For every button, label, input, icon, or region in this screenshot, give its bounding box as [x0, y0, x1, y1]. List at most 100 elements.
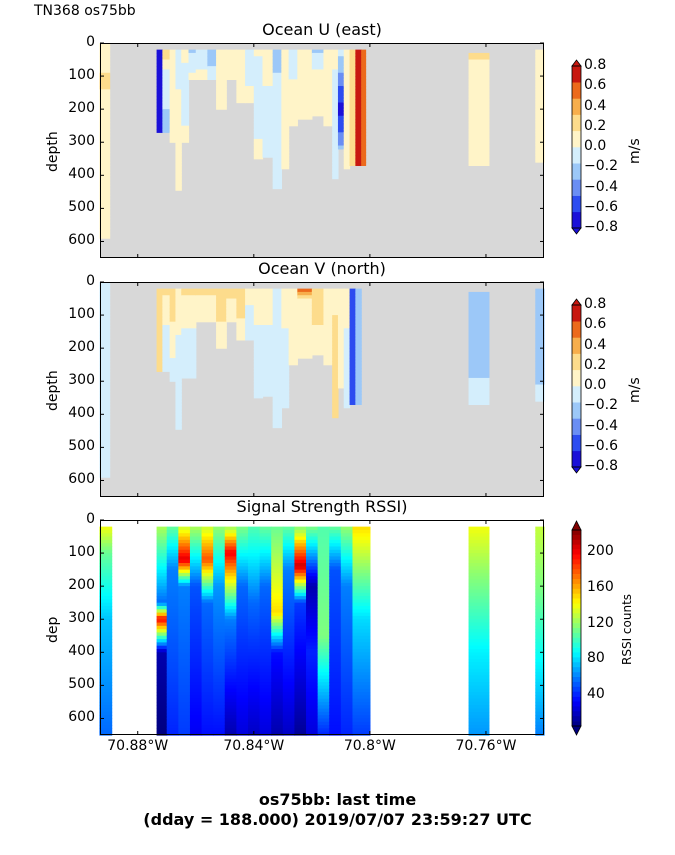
data-cell [271, 576, 284, 581]
data-cell [317, 592, 330, 597]
data-cell [99, 619, 113, 624]
data-cell [272, 387, 282, 392]
data-cell [262, 56, 274, 61]
data-cell [294, 533, 307, 538]
data-cell [162, 112, 171, 117]
data-cell [224, 718, 237, 723]
data-cell [281, 105, 290, 110]
data-cell [156, 66, 163, 71]
data-cell [281, 109, 290, 114]
data-cell [355, 138, 362, 143]
data-cell [468, 105, 490, 110]
data-cell [262, 59, 274, 64]
data-cell [329, 701, 342, 706]
data-cell [236, 86, 246, 90]
data-cell [181, 79, 190, 84]
data-cell [282, 692, 296, 696]
data-cell [535, 599, 545, 604]
data-cell [306, 533, 319, 538]
data-cell [355, 315, 362, 319]
data-cell [272, 49, 282, 54]
data-cell [306, 543, 319, 548]
data-cell [535, 348, 545, 353]
data-cell [175, 341, 182, 346]
data-cell [535, 72, 545, 77]
data-cell [224, 576, 237, 581]
data-cell [236, 708, 249, 713]
data-cell [271, 592, 284, 597]
data-cell [281, 288, 290, 293]
data-cell [99, 208, 111, 213]
data-cell [175, 288, 182, 293]
data-cell [355, 394, 362, 399]
data-cell [343, 145, 351, 150]
data-cell [156, 711, 168, 716]
data-cell [349, 328, 356, 333]
data-cell [297, 341, 313, 346]
data-cell [236, 315, 246, 319]
data-cell [361, 105, 367, 110]
data-cell [253, 52, 264, 57]
data-cell [272, 125, 282, 130]
data-cell [306, 563, 319, 567]
data-cell [297, 334, 313, 339]
data-cell [226, 308, 237, 313]
data-cell [99, 46, 111, 51]
colorbar-segment [572, 418, 581, 435]
data-cell [169, 334, 177, 339]
data-cell [253, 331, 264, 336]
data-cell [352, 553, 371, 557]
data-cell [340, 579, 354, 584]
data-cell [340, 698, 354, 703]
data-cell [337, 86, 345, 90]
data-cell [99, 155, 111, 160]
data-cell [175, 315, 182, 319]
data-cell [99, 298, 111, 303]
data-cell [99, 295, 111, 300]
data-cell [262, 344, 274, 349]
data-cell [352, 529, 371, 534]
data-cell [317, 566, 330, 571]
data-cell [181, 298, 197, 303]
data-cell [306, 529, 319, 534]
data-cell [236, 549, 249, 554]
data-cell [288, 95, 298, 100]
data-cell [216, 89, 227, 94]
data-cell [262, 109, 274, 114]
data-cell [271, 688, 284, 693]
data-cell [340, 672, 354, 677]
colorbar-tick-label: −0.6 [584, 437, 618, 454]
data-cell [162, 341, 171, 346]
data-cell [248, 539, 261, 544]
data-cell [297, 308, 313, 313]
data-cell [535, 305, 545, 310]
data-cell [355, 99, 362, 104]
data-cell [343, 112, 351, 117]
data-cell [343, 49, 351, 54]
data-cell [337, 354, 345, 359]
data-cell [340, 619, 354, 624]
data-cell [99, 344, 111, 349]
data-cell [253, 99, 264, 104]
data-cell [175, 338, 182, 343]
data-cell [259, 615, 272, 620]
data-cell [253, 129, 264, 133]
data-cell [323, 305, 333, 310]
data-cell [535, 725, 545, 729]
data-cell [236, 66, 246, 71]
data-cell [248, 536, 261, 541]
data-cell [352, 536, 371, 541]
data-cell [468, 368, 490, 372]
data-cell [535, 635, 545, 640]
data-cell [535, 665, 545, 670]
data-cell [294, 711, 307, 716]
data-cell [224, 566, 237, 571]
data-cell [236, 662, 249, 667]
data-cell [169, 86, 177, 90]
data-cell [535, 138, 545, 143]
data-cell [201, 536, 214, 541]
data-cell [332, 397, 339, 402]
data-cell [271, 596, 284, 600]
data-cell [99, 138, 111, 143]
data-cell [355, 318, 362, 323]
